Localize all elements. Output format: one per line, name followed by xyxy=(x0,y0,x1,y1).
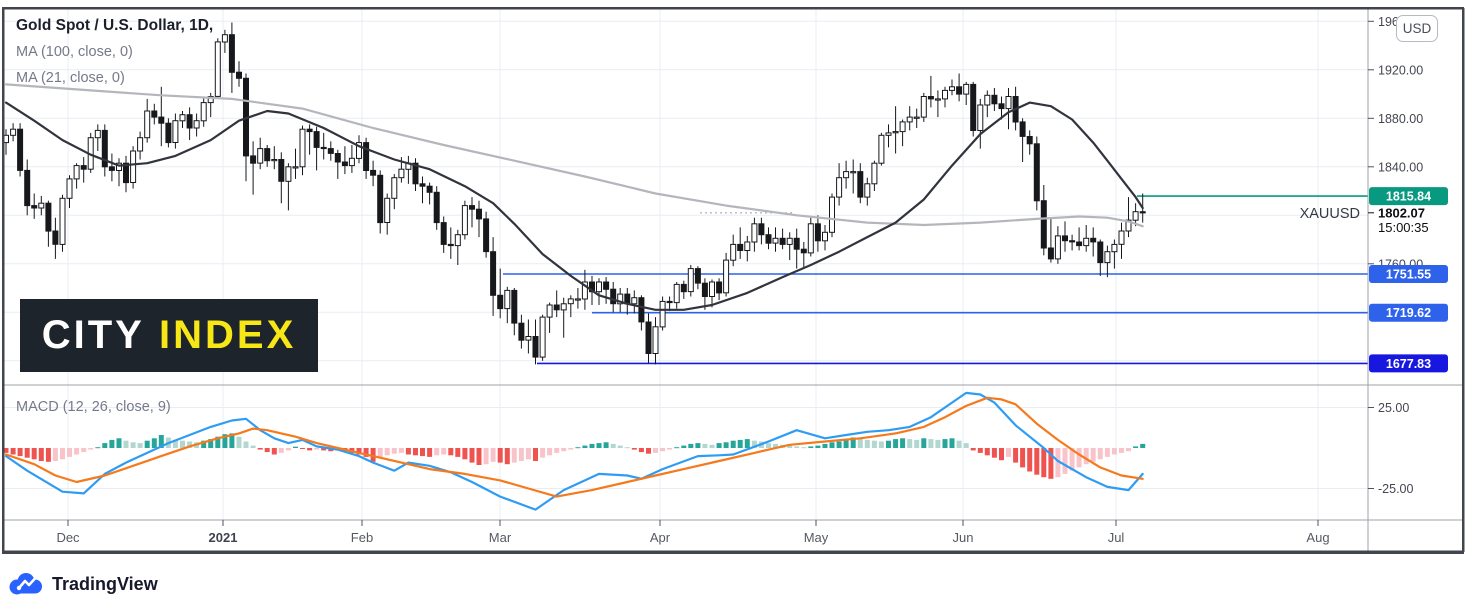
currency-toggle-label: USD xyxy=(1402,21,1432,36)
watermark-city: CITY xyxy=(41,313,145,357)
price-axis-label: 1840.00 xyxy=(1378,160,1423,174)
time-axis-label: Feb xyxy=(351,530,373,545)
ma100-line xyxy=(4,83,1144,228)
frame-borders xyxy=(1,6,1465,554)
level-label-text: 1719.62 xyxy=(1386,306,1431,320)
time-axis-label: Jul xyxy=(1108,530,1125,545)
macd-axis-label: 25.00 xyxy=(1378,401,1409,415)
ma21-legend: MA (21, close, 0) xyxy=(16,70,125,86)
level-label-text: 1751.55 xyxy=(1386,268,1431,282)
level-label-box xyxy=(1369,187,1448,206)
time-axis-label: May xyxy=(804,530,829,545)
symbol-title: Gold Spot / U.S. Dollar, 1D, xyxy=(16,17,214,34)
macd-legend: MACD (12, 26, close, 9) xyxy=(16,399,171,415)
time-axis-label: 2021 xyxy=(209,530,238,545)
macd-line xyxy=(4,391,1144,511)
time-axis-label: Mar xyxy=(489,530,512,545)
level-label-text: 1677.83 xyxy=(1386,357,1431,371)
countdown-label: 15:00:35 xyxy=(1378,220,1429,235)
price-level-labels[interactable]: 1815.84 1751.55 1719.62 1677.83 xyxy=(1369,187,1448,373)
level-label-box xyxy=(1369,303,1448,322)
macd-signal-line xyxy=(4,396,1144,498)
ma100-legend: MA (100, close, 0) xyxy=(16,44,133,60)
support-resistance-lines[interactable] xyxy=(503,195,1368,365)
time-axis-label: Jun xyxy=(953,530,974,545)
level-label-box xyxy=(1369,354,1448,373)
time-axis-label: Dec xyxy=(56,530,80,545)
ma21-line xyxy=(4,101,1144,311)
symbol-legend: Gold Spot / U.S. Dollar, 1D, MA (100, cl… xyxy=(16,13,213,91)
time-axis[interactable]: Dec 2021 Feb Mar Apr May Jun Jul Aug xyxy=(56,520,1330,545)
tradingview-logo-icon xyxy=(9,573,42,595)
price-axis-label: 1880.00 xyxy=(1378,112,1423,126)
instrument-price-label: XAUUSD xyxy=(1299,206,1360,222)
time-axis-label: Aug xyxy=(1306,530,1329,545)
currency-toggle-button[interactable]: USD xyxy=(1396,15,1438,42)
macd-axis-label: -25.00 xyxy=(1378,482,1413,496)
level-label-text: 1815.84 xyxy=(1386,190,1431,204)
tradingview-attribution[interactable]: TradingView xyxy=(8,571,158,597)
gridlines xyxy=(2,8,1368,520)
watermark-index: INDEX xyxy=(159,313,297,357)
level-label-box xyxy=(1369,265,1448,283)
tradingview-brand-text: TradingView xyxy=(52,573,158,594)
last-price-label: 1802.07 xyxy=(1378,205,1425,220)
time-axis-label: Apr xyxy=(650,530,671,545)
price-axis[interactable]: 1960.001920.001880.001840.001760.0025.00… xyxy=(1368,15,1429,496)
city-index-watermark: CITY INDEX xyxy=(20,299,318,372)
price-axis-label: 1920.00 xyxy=(1378,63,1423,77)
